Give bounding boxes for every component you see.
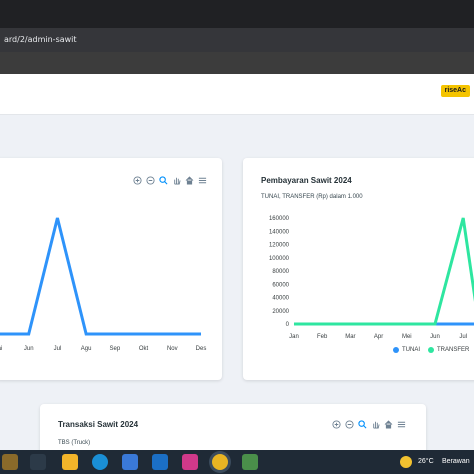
right-y-tick-label: 100000 [269, 256, 290, 262]
right-y-tick-label: 80000 [272, 269, 289, 275]
magnifier-icon[interactable] [358, 420, 367, 429]
right-y-tick-label: 60000 [272, 282, 289, 288]
legend-dot-transfer [428, 347, 434, 353]
app-header [0, 74, 474, 115]
right-y-tick-label: 0 [286, 322, 290, 328]
right-series-line-transfer [294, 217, 474, 326]
weather-temperature[interactable]: 26°C [418, 458, 434, 465]
right-x-tick-label: Mar [345, 334, 355, 340]
right-x-tick-label: Jul [459, 334, 467, 340]
left-x-tick-label: Jun [24, 346, 34, 352]
zoom-out-icon[interactable] [345, 420, 354, 429]
transaksi-toolbar [332, 420, 406, 429]
zoom-in-icon[interactable] [332, 420, 341, 429]
mail-icon[interactable] [152, 454, 168, 470]
right-x-tick-label: Jun [430, 334, 440, 340]
zoom-out-icon[interactable] [146, 176, 155, 185]
task-view-icon[interactable] [30, 454, 46, 470]
left-x-tick-label: Sep [110, 346, 121, 352]
right-y-tick-label: 40000 [272, 296, 289, 302]
browser-tab-strip [0, 0, 474, 28]
right-y-tick-label: 160000 [269, 216, 290, 222]
right-chart-legend: TUNAI TRANSFER [393, 347, 469, 353]
store-icon[interactable] [122, 454, 138, 470]
right-x-tick-label: Mei [402, 334, 412, 340]
zoom-in-icon[interactable] [133, 176, 142, 185]
address-bar[interactable]: ard/2/admin-sawit [0, 28, 474, 52]
right-chart-title: Pembayaran Sawit 2024 [261, 176, 352, 185]
left-chart-toolbar [133, 176, 207, 185]
right-line-chart: 160000 140000 120000 100000 80000 60000 40000 2… [269, 216, 474, 340]
left-x-tick-label: Nov [167, 346, 178, 352]
left-x-tick-label: Des [196, 346, 207, 352]
right-x-tick-label: Jan [289, 334, 299, 340]
weather-condition[interactable]: Berawan [442, 458, 470, 465]
transaksi-subtitle: TBS (Truck) [58, 440, 91, 446]
menu-icon[interactable] [198, 176, 207, 185]
windows-taskbar: 26°C Berawan [0, 450, 474, 474]
left-chart-card: ai Jun Jul Agu Sep Okt Nov Des [0, 158, 222, 380]
header-badge[interactable]: riseAc [440, 85, 470, 97]
pan-hand-icon[interactable] [371, 420, 380, 429]
app-icon[interactable] [242, 454, 258, 470]
legend-label-tunai: TUNAI [402, 347, 420, 353]
home-icon[interactable] [185, 176, 194, 185]
legend-item-tunai[interactable]: TUNAI [393, 347, 420, 353]
left-series-line [0, 217, 201, 336]
legend-item-transfer[interactable]: TRANSFER [428, 347, 469, 353]
widget-icon[interactable] [2, 454, 18, 470]
left-x-tick-label: Okt [139, 346, 149, 352]
right-y-tick-label: 20000 [272, 309, 289, 315]
transaksi-title: Transaksi Sawit 2024 [58, 420, 139, 429]
magnifier-icon[interactable] [159, 176, 168, 185]
address-bar-url[interactable]: ard/2/admin-sawit [4, 35, 77, 44]
bookmarks-bar [0, 52, 474, 74]
edge-icon[interactable] [92, 454, 108, 470]
right-y-tick-label: 120000 [269, 243, 290, 249]
weather-icon[interactable] [400, 456, 412, 468]
chrome-icon[interactable] [212, 454, 228, 470]
right-chart-card: Pembayaran Sawit 2024 TUNAI, TRANSFER (R… [243, 158, 474, 380]
left-x-tick-label: Jul [54, 346, 62, 352]
right-x-tick-label: Feb [317, 334, 328, 340]
left-x-tick-label: Agu [81, 346, 92, 352]
legend-label-transfer: TRANSFER [437, 347, 470, 353]
right-x-tick-label: Apr [374, 334, 383, 340]
legend-dot-tunai [393, 347, 399, 353]
right-chart-subtitle: TUNAI, TRANSFER (Rp) dalam 1.000 [261, 194, 363, 200]
home-icon[interactable] [384, 420, 393, 429]
pan-hand-icon[interactable] [172, 176, 181, 185]
right-y-tick-label: 140000 [269, 229, 290, 235]
instagram-icon[interactable] [182, 454, 198, 470]
menu-icon[interactable] [397, 420, 406, 429]
left-x-tick-label: ai [0, 346, 2, 352]
file-explorer-icon[interactable] [62, 454, 78, 470]
left-line-chart: ai Jun Jul Agu Sep Okt Nov Des [0, 217, 207, 352]
